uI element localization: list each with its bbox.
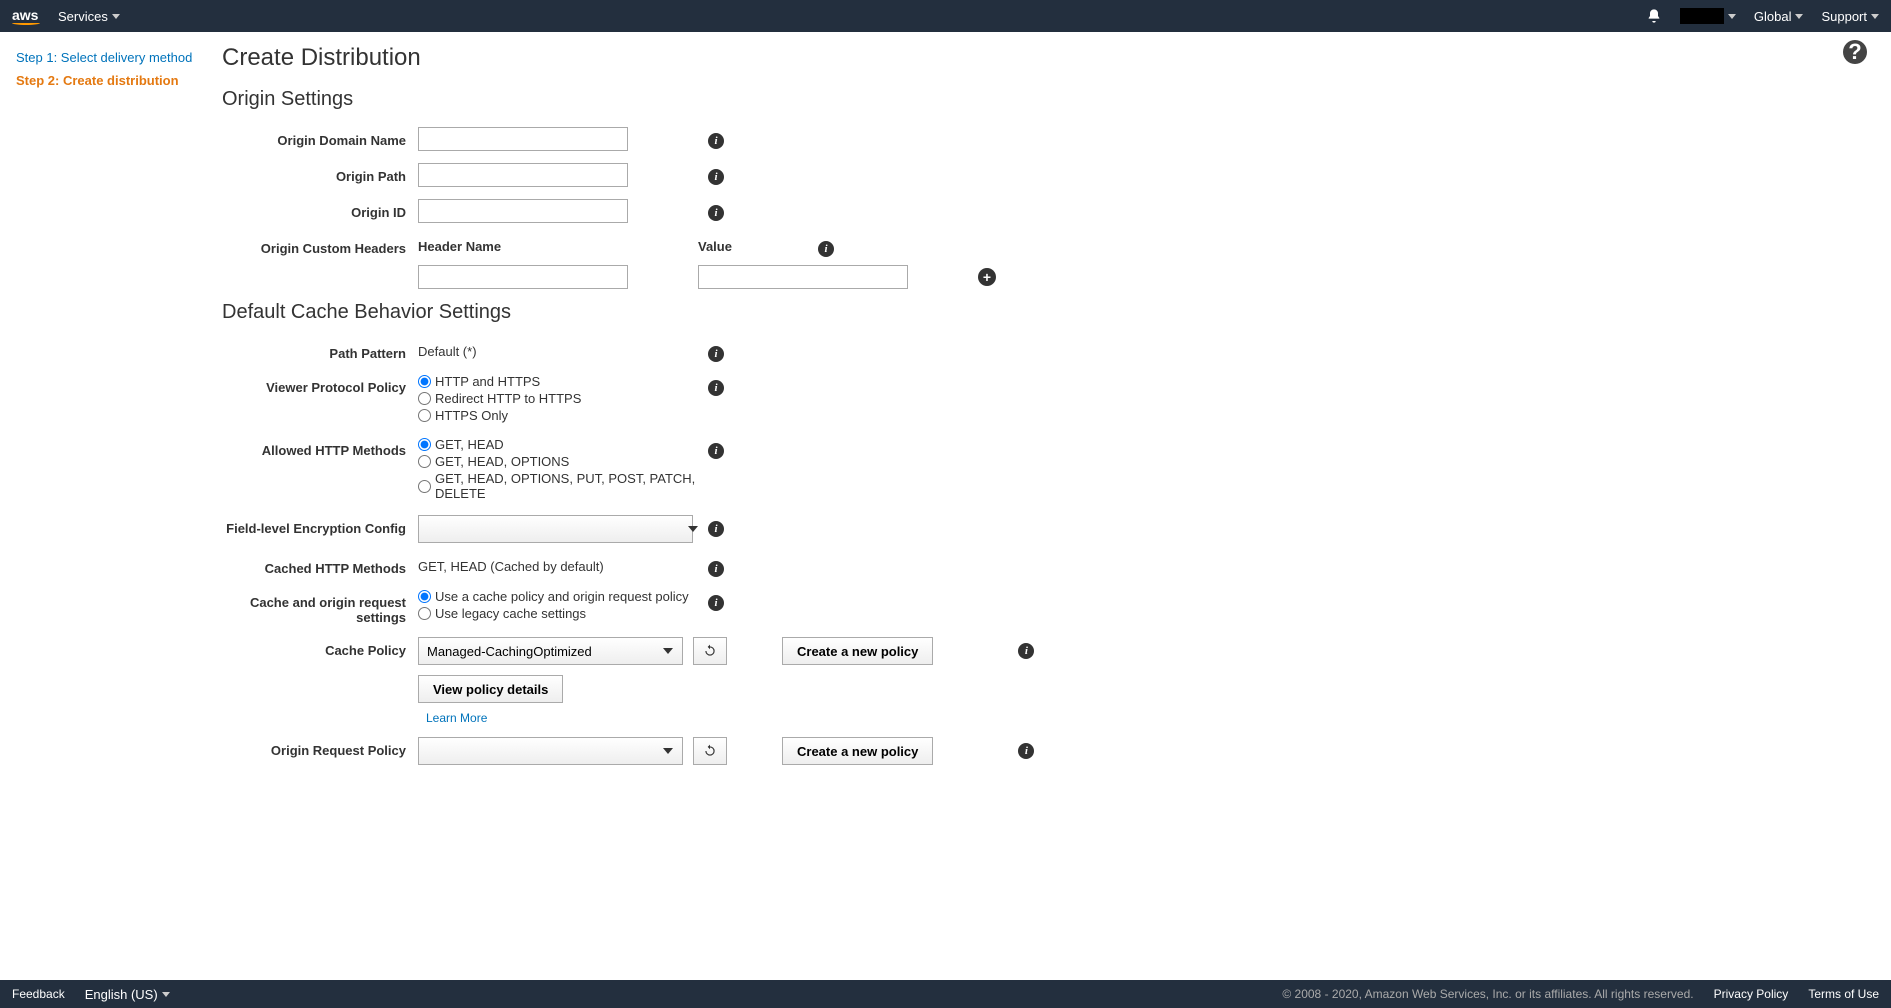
region-menu[interactable]: Global (1754, 9, 1804, 24)
main-content: ? Create Distribution Origin Settings Or… (218, 32, 1891, 980)
feedback-link[interactable]: Feedback (12, 987, 65, 1001)
info-icon[interactable]: i (818, 241, 834, 257)
origin-settings-heading: Origin Settings (222, 88, 1867, 111)
info-icon[interactable]: i (1018, 643, 1034, 659)
vp-radio-3[interactable] (418, 409, 431, 422)
origin-path-input[interactable] (418, 163, 628, 187)
viewer-protocol-label: Viewer Protocol Policy (222, 374, 418, 395)
allowed-methods-label: Allowed HTTP Methods (222, 437, 418, 458)
vp-opt2-label: Redirect HTTP to HTTPS (435, 391, 581, 406)
vp-option-redirect[interactable]: Redirect HTTP to HTTPS (418, 391, 708, 406)
custom-header-value-input[interactable] (698, 265, 908, 289)
learn-more-link[interactable]: Learn More (426, 711, 1034, 725)
create-origin-request-policy-button[interactable]: Create a new policy (782, 737, 933, 765)
refresh-cache-policy-button[interactable] (693, 637, 727, 665)
vp-option-https-only[interactable]: HTTPS Only (418, 408, 708, 423)
origin-domain-input[interactable] (418, 127, 628, 151)
support-label: Support (1821, 9, 1867, 24)
terms-of-use-link[interactable]: Terms of Use (1808, 987, 1879, 1001)
aws-logo-text: aws (12, 7, 38, 23)
cache-policy-label: Cache Policy (222, 637, 418, 658)
cs-radio-2[interactable] (418, 607, 431, 620)
cache-settings-label: Cache and origin request settings (222, 589, 418, 625)
aws-logo[interactable]: aws (12, 7, 40, 25)
wizard-sidebar: Step 1: Select delivery method Step 2: C… (0, 32, 218, 980)
cache-behavior-heading: Default Cache Behavior Settings (222, 301, 1867, 324)
vp-option-http-https[interactable]: HTTP and HTTPS (418, 374, 708, 389)
region-label: Global (1754, 9, 1792, 24)
services-menu[interactable]: Services (58, 9, 120, 24)
info-icon[interactable]: i (708, 521, 724, 537)
notifications-icon[interactable] (1646, 8, 1662, 24)
support-menu[interactable]: Support (1821, 9, 1879, 24)
info-icon[interactable]: i (708, 205, 724, 221)
am-radio-1[interactable] (418, 438, 431, 451)
origin-request-policy-label: Origin Request Policy (222, 737, 418, 758)
am-opt2-label: GET, HEAD, OPTIONS (435, 454, 569, 469)
footer: Feedback English (US) © 2008 - 2020, Ama… (0, 980, 1891, 1008)
am-radio-3[interactable] (418, 480, 431, 493)
info-icon[interactable]: i (708, 346, 724, 362)
sidebar-step-2[interactable]: Step 2: Create distribution (16, 73, 202, 88)
cs-opt2-label: Use legacy cache settings (435, 606, 586, 621)
info-icon[interactable]: i (708, 380, 724, 396)
vp-radio-1[interactable] (418, 375, 431, 388)
caret-down-icon (112, 14, 120, 19)
top-nav: aws Services Global Support (0, 0, 1891, 32)
cs-opt1-label: Use a cache policy and origin request po… (435, 589, 689, 604)
sidebar-step-1[interactable]: Step 1: Select delivery method (16, 50, 202, 65)
copyright-text: © 2008 - 2020, Amazon Web Services, Inc.… (1282, 987, 1693, 1001)
cs-option-policy[interactable]: Use a cache policy and origin request po… (418, 589, 708, 604)
cache-policy-select[interactable]: Managed-CachingOptimized (418, 637, 683, 665)
fle-select[interactable] (418, 515, 693, 543)
page-help-icon[interactable]: ? (1843, 40, 1867, 64)
custom-header-name-input[interactable] (418, 265, 628, 289)
origin-domain-label: Origin Domain Name (222, 127, 418, 148)
info-icon[interactable]: i (1018, 743, 1034, 759)
origin-id-label: Origin ID (222, 199, 418, 220)
info-icon[interactable]: i (708, 169, 724, 185)
caret-down-icon (1871, 14, 1879, 19)
services-label: Services (58, 9, 108, 24)
info-icon[interactable]: i (708, 133, 724, 149)
vp-opt1-label: HTTP and HTTPS (435, 374, 540, 389)
am-option-all[interactable]: GET, HEAD, OPTIONS, PUT, POST, PATCH, DE… (418, 471, 708, 501)
caret-down-icon (1728, 14, 1736, 19)
language-label: English (US) (85, 987, 158, 1002)
info-icon[interactable]: i (708, 443, 724, 459)
cached-methods-label: Cached HTTP Methods (222, 555, 418, 576)
account-menu[interactable] (1680, 8, 1736, 24)
path-pattern-label: Path Pattern (222, 340, 418, 361)
am-option-get-head-options[interactable]: GET, HEAD, OPTIONS (418, 454, 708, 469)
caret-down-icon (162, 992, 170, 997)
cached-methods-value: GET, HEAD (Cached by default) (418, 555, 708, 574)
privacy-policy-link[interactable]: Privacy Policy (1714, 987, 1789, 1001)
create-cache-policy-button[interactable]: Create a new policy (782, 637, 933, 665)
origin-path-label: Origin Path (222, 163, 418, 184)
am-option-get-head[interactable]: GET, HEAD (418, 437, 708, 452)
origin-request-policy-select[interactable] (418, 737, 683, 765)
vp-radio-2[interactable] (418, 392, 431, 405)
info-icon[interactable]: i (708, 595, 724, 611)
vp-opt3-label: HTTPS Only (435, 408, 508, 423)
header-value-column-label: Value (698, 239, 818, 254)
am-radio-2[interactable] (418, 455, 431, 468)
am-opt1-label: GET, HEAD (435, 437, 504, 452)
fle-label: Field-level Encryption Config (222, 515, 418, 536)
origin-custom-headers-label: Origin Custom Headers (222, 235, 418, 256)
caret-down-icon (1795, 14, 1803, 19)
am-opt3-label: GET, HEAD, OPTIONS, PUT, POST, PATCH, DE… (435, 471, 708, 501)
account-name-redacted (1680, 8, 1724, 24)
header-name-column-label: Header Name (418, 239, 698, 254)
view-policy-details-button[interactable]: View policy details (418, 675, 563, 703)
page-title: Create Distribution (222, 44, 1867, 72)
language-menu[interactable]: English (US) (85, 987, 170, 1002)
refresh-origin-request-policy-button[interactable] (693, 737, 727, 765)
info-icon[interactable]: i (708, 561, 724, 577)
add-header-icon[interactable]: + (978, 268, 996, 286)
origin-id-input[interactable] (418, 199, 628, 223)
path-pattern-value: Default (*) (418, 340, 708, 359)
cs-radio-1[interactable] (418, 590, 431, 603)
cs-option-legacy[interactable]: Use legacy cache settings (418, 606, 708, 621)
